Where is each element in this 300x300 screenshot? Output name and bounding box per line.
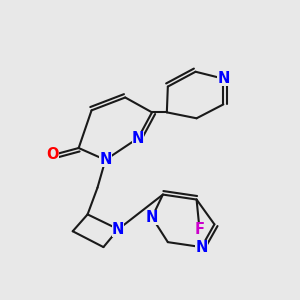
Text: N: N: [217, 71, 230, 86]
Text: N: N: [195, 240, 208, 255]
Text: N: N: [132, 130, 144, 146]
Text: O: O: [47, 148, 59, 163]
Text: F: F: [194, 222, 205, 237]
Text: N: N: [146, 210, 158, 225]
Text: N: N: [112, 222, 124, 237]
Text: N: N: [99, 152, 112, 167]
